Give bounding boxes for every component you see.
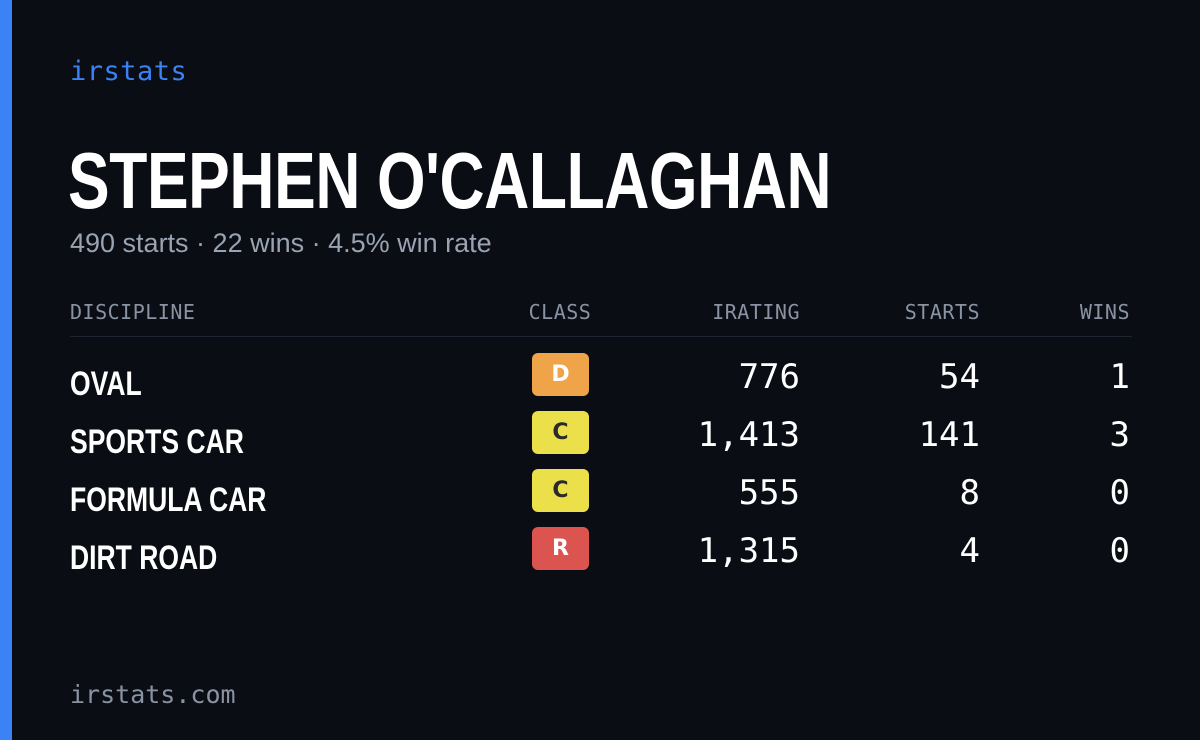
starts-value: 54 — [939, 357, 980, 397]
footer-domain: irstats.com — [70, 680, 236, 709]
irating-value: 555 — [738, 473, 800, 513]
brand-logo-text: irstats — [70, 56, 188, 87]
wins-value: 1 — [1109, 357, 1130, 397]
irating-value: 1,413 — [697, 415, 800, 455]
starts-value: 4 — [959, 531, 980, 571]
irating-value: 1,315 — [697, 531, 800, 571]
table-row: FORMULA CAR C 555 8 0 — [70, 469, 1132, 527]
class-badge: D — [532, 353, 589, 396]
discipline-table: DISCIPLINE CLASS IRATING STARTS WINS OVA… — [70, 298, 1132, 577]
starts-value: 8 — [959, 473, 980, 513]
table-row: DIRT ROAD R 1,315 4 0 — [70, 527, 1132, 585]
header-class: CLASS — [528, 300, 592, 324]
discipline-name: FORMULA CAR — [70, 481, 267, 519]
irating-value: 776 — [738, 357, 800, 397]
header-discipline: DISCIPLINE — [70, 300, 196, 324]
discipline-name: DIRT ROAD — [70, 539, 218, 577]
header-wins: WINS — [1079, 300, 1130, 324]
driver-name: STEPHEN O'CALLAGHAN — [68, 136, 832, 225]
class-badge: C — [532, 411, 589, 454]
table-row: OVAL D 776 54 1 — [70, 353, 1132, 411]
header-starts: STARTS — [904, 300, 980, 324]
wins-value: 3 — [1109, 415, 1130, 455]
class-badge: R — [532, 527, 589, 570]
discipline-name: OVAL — [70, 365, 142, 403]
wins-value: 0 — [1109, 531, 1130, 571]
table-row: SPORTS CAR C 1,413 141 3 — [70, 411, 1132, 469]
discipline-name: SPORTS CAR — [70, 423, 244, 461]
class-badge: C — [532, 469, 589, 512]
accent-bar — [0, 0, 12, 740]
table-header: DISCIPLINE CLASS IRATING STARTS WINS — [70, 298, 1132, 337]
header-irating: IRATING — [712, 300, 800, 324]
driver-summary: 490 starts · 22 wins · 4.5% win rate — [70, 228, 492, 258]
wins-value: 0 — [1109, 473, 1130, 513]
starts-value: 141 — [918, 415, 980, 455]
